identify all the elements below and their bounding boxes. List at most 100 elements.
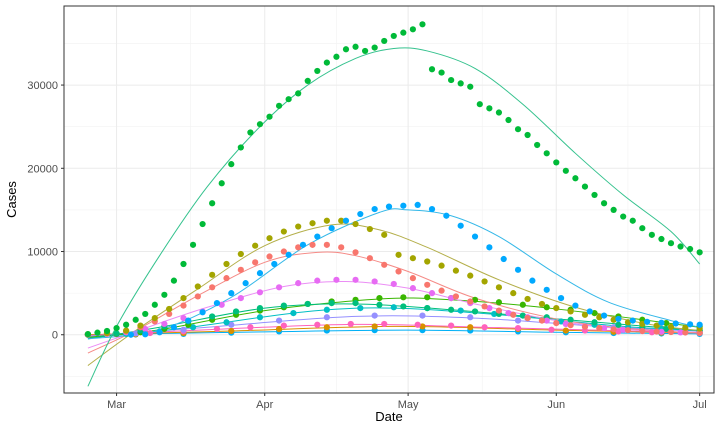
data-point bbox=[557, 295, 565, 302]
x-tick-label: Apr bbox=[256, 399, 273, 411]
data-point bbox=[443, 212, 450, 219]
data-point bbox=[438, 262, 445, 269]
data-point bbox=[438, 287, 445, 294]
data-point bbox=[687, 321, 694, 328]
data-point bbox=[610, 316, 617, 323]
data-point bbox=[156, 329, 163, 336]
data-point bbox=[280, 322, 287, 329]
data-point bbox=[352, 276, 359, 283]
data-point bbox=[161, 320, 168, 328]
data-point bbox=[557, 318, 565, 325]
point-layer bbox=[84, 21, 703, 338]
data-point bbox=[510, 311, 517, 318]
data-point bbox=[428, 66, 436, 73]
data-point bbox=[309, 220, 316, 227]
data-point bbox=[567, 308, 574, 315]
y-tick-label: 0 bbox=[52, 330, 58, 342]
data-point bbox=[271, 260, 278, 268]
data-point bbox=[223, 319, 230, 326]
data-point bbox=[161, 291, 168, 298]
data-point bbox=[209, 200, 216, 207]
data-point bbox=[266, 235, 273, 242]
data-point bbox=[113, 330, 120, 337]
data-point bbox=[285, 251, 292, 258]
plot-border bbox=[63, 5, 715, 394]
data-point bbox=[142, 325, 149, 333]
data-point bbox=[252, 242, 259, 249]
data-point bbox=[237, 295, 244, 302]
data-point bbox=[352, 43, 359, 50]
data-point bbox=[342, 46, 350, 53]
data-point bbox=[538, 300, 546, 308]
data-point bbox=[194, 293, 201, 300]
data-point bbox=[696, 329, 703, 336]
data-point bbox=[84, 330, 91, 338]
data-point bbox=[256, 314, 264, 321]
data-point bbox=[452, 267, 460, 274]
data-point bbox=[371, 278, 378, 285]
data-point bbox=[543, 150, 550, 157]
x-tick-label: Jun bbox=[547, 399, 565, 411]
data-point bbox=[371, 323, 378, 330]
data-point bbox=[553, 319, 560, 327]
x-axis-title: Date bbox=[375, 409, 402, 424]
data-point bbox=[428, 290, 436, 297]
data-point bbox=[500, 255, 507, 263]
data-point bbox=[103, 327, 111, 335]
data-point bbox=[314, 233, 321, 240]
data-point bbox=[667, 240, 675, 247]
data-point bbox=[610, 206, 617, 213]
grid-layer bbox=[64, 6, 714, 393]
data-point bbox=[620, 213, 627, 220]
data-point bbox=[371, 205, 378, 213]
data-point bbox=[290, 310, 297, 317]
data-point bbox=[596, 324, 603, 332]
x-tick-label: May bbox=[398, 399, 419, 411]
data-point bbox=[591, 310, 598, 317]
data-point bbox=[409, 285, 416, 292]
data-point bbox=[677, 243, 684, 250]
data-point bbox=[448, 322, 455, 329]
data-point bbox=[581, 323, 589, 330]
data-point bbox=[586, 308, 593, 315]
data-point bbox=[228, 290, 235, 297]
data-point bbox=[400, 29, 407, 36]
data-point bbox=[275, 317, 283, 324]
data-point bbox=[438, 69, 445, 76]
data-point bbox=[591, 191, 598, 199]
data-point bbox=[390, 32, 397, 40]
data-point bbox=[663, 319, 670, 327]
data-point bbox=[687, 245, 694, 253]
data-point bbox=[338, 244, 345, 251]
data-point bbox=[256, 305, 264, 312]
data-point bbox=[299, 241, 307, 248]
data-point bbox=[213, 300, 221, 307]
data-point bbox=[419, 312, 426, 319]
data-point bbox=[132, 316, 139, 323]
data-point bbox=[400, 202, 407, 209]
data-point bbox=[519, 312, 526, 319]
data-point bbox=[275, 102, 283, 109]
data-point bbox=[519, 301, 526, 308]
data-point bbox=[486, 105, 493, 112]
data-point bbox=[572, 302, 579, 309]
data-point bbox=[309, 241, 316, 248]
data-point bbox=[127, 331, 135, 338]
data-point bbox=[146, 329, 154, 337]
data-point bbox=[505, 116, 512, 124]
data-point bbox=[596, 314, 603, 321]
data-point bbox=[467, 83, 474, 90]
data-point bbox=[180, 260, 187, 268]
data-point bbox=[538, 317, 546, 324]
data-point bbox=[457, 307, 464, 314]
data-point bbox=[352, 300, 359, 307]
data-point bbox=[295, 90, 302, 97]
data-point bbox=[543, 304, 550, 311]
data-point bbox=[600, 200, 608, 207]
data-point bbox=[323, 306, 330, 313]
data-point bbox=[553, 305, 560, 312]
data-point bbox=[252, 259, 259, 266]
data-point bbox=[137, 322, 144, 329]
data-point bbox=[237, 266, 244, 273]
data-point bbox=[314, 277, 321, 284]
